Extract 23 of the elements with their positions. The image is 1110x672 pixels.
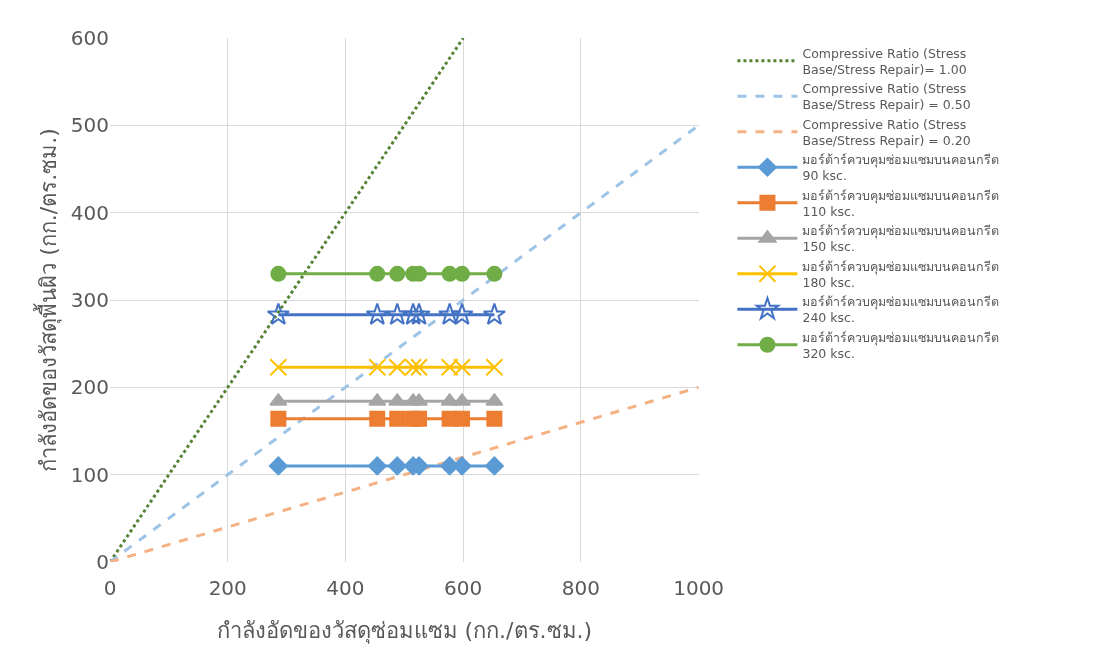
x-tick-label: 200	[208, 576, 247, 600]
y-tick-label: 500	[70, 113, 109, 138]
legend-label: มอร์ต้าร์ควบคุมซ่อมแซมบนคอนกรีต 150 ksc.	[802, 223, 1000, 255]
legend-label: มอร์ต้าร์ควบคุมซ่อมแซมบนคอนกรีต 110 ksc.	[802, 187, 1000, 219]
legend-label: มอร์ต้าร์ควบคุมซ่อมแซมบนคอนกรีต 240 ksc.	[802, 294, 1000, 326]
x-tick-label: 800	[561, 576, 601, 600]
x-tick-label: 600	[444, 576, 483, 600]
x-tick-label: 400	[326, 576, 365, 600]
x-axis-title: กำลังอัดของวัสดุซ่อมแซม (กก./ตร.ซม.)	[216, 618, 593, 644]
y-tick-label: 300	[70, 288, 109, 312]
legend-label: Compressive Ratio (Stress Base/Stress Repair)= 1.00	[802, 45, 967, 77]
legend-label: มอร์ต้าร์ควบคุมซ่อมแซมบนคอนกรีต 320 ksc.	[802, 329, 1000, 361]
y-axis-title: กำลังอัดของวัสดุพื้นผิว (กก./ตร.ซม.)	[33, 128, 62, 472]
legend-label: Compressive Ratio (Stress Base/Stress Repair) = 0.50	[802, 81, 971, 113]
y-tick-label: 600	[70, 26, 109, 50]
legend-label: มอร์ต้าร์ควบคุมซ่อมแซมบนคอนกรีต 90 ksc.	[802, 152, 1000, 184]
y-tick-label: 0	[96, 550, 109, 574]
y-tick-label: 100	[70, 462, 109, 487]
y-tick-label: 400	[70, 200, 109, 225]
y-tick-label: 200	[70, 375, 109, 400]
legend-label: มอร์ต้าร์ควบคุมซ่อมแซมบนคอนกรีต 180 ksc.	[802, 258, 1000, 290]
legend-label: Compressive Ratio (Stress Base/Stress Repair) = 0.20	[802, 116, 971, 148]
x-tick-label: 1000	[673, 576, 725, 600]
